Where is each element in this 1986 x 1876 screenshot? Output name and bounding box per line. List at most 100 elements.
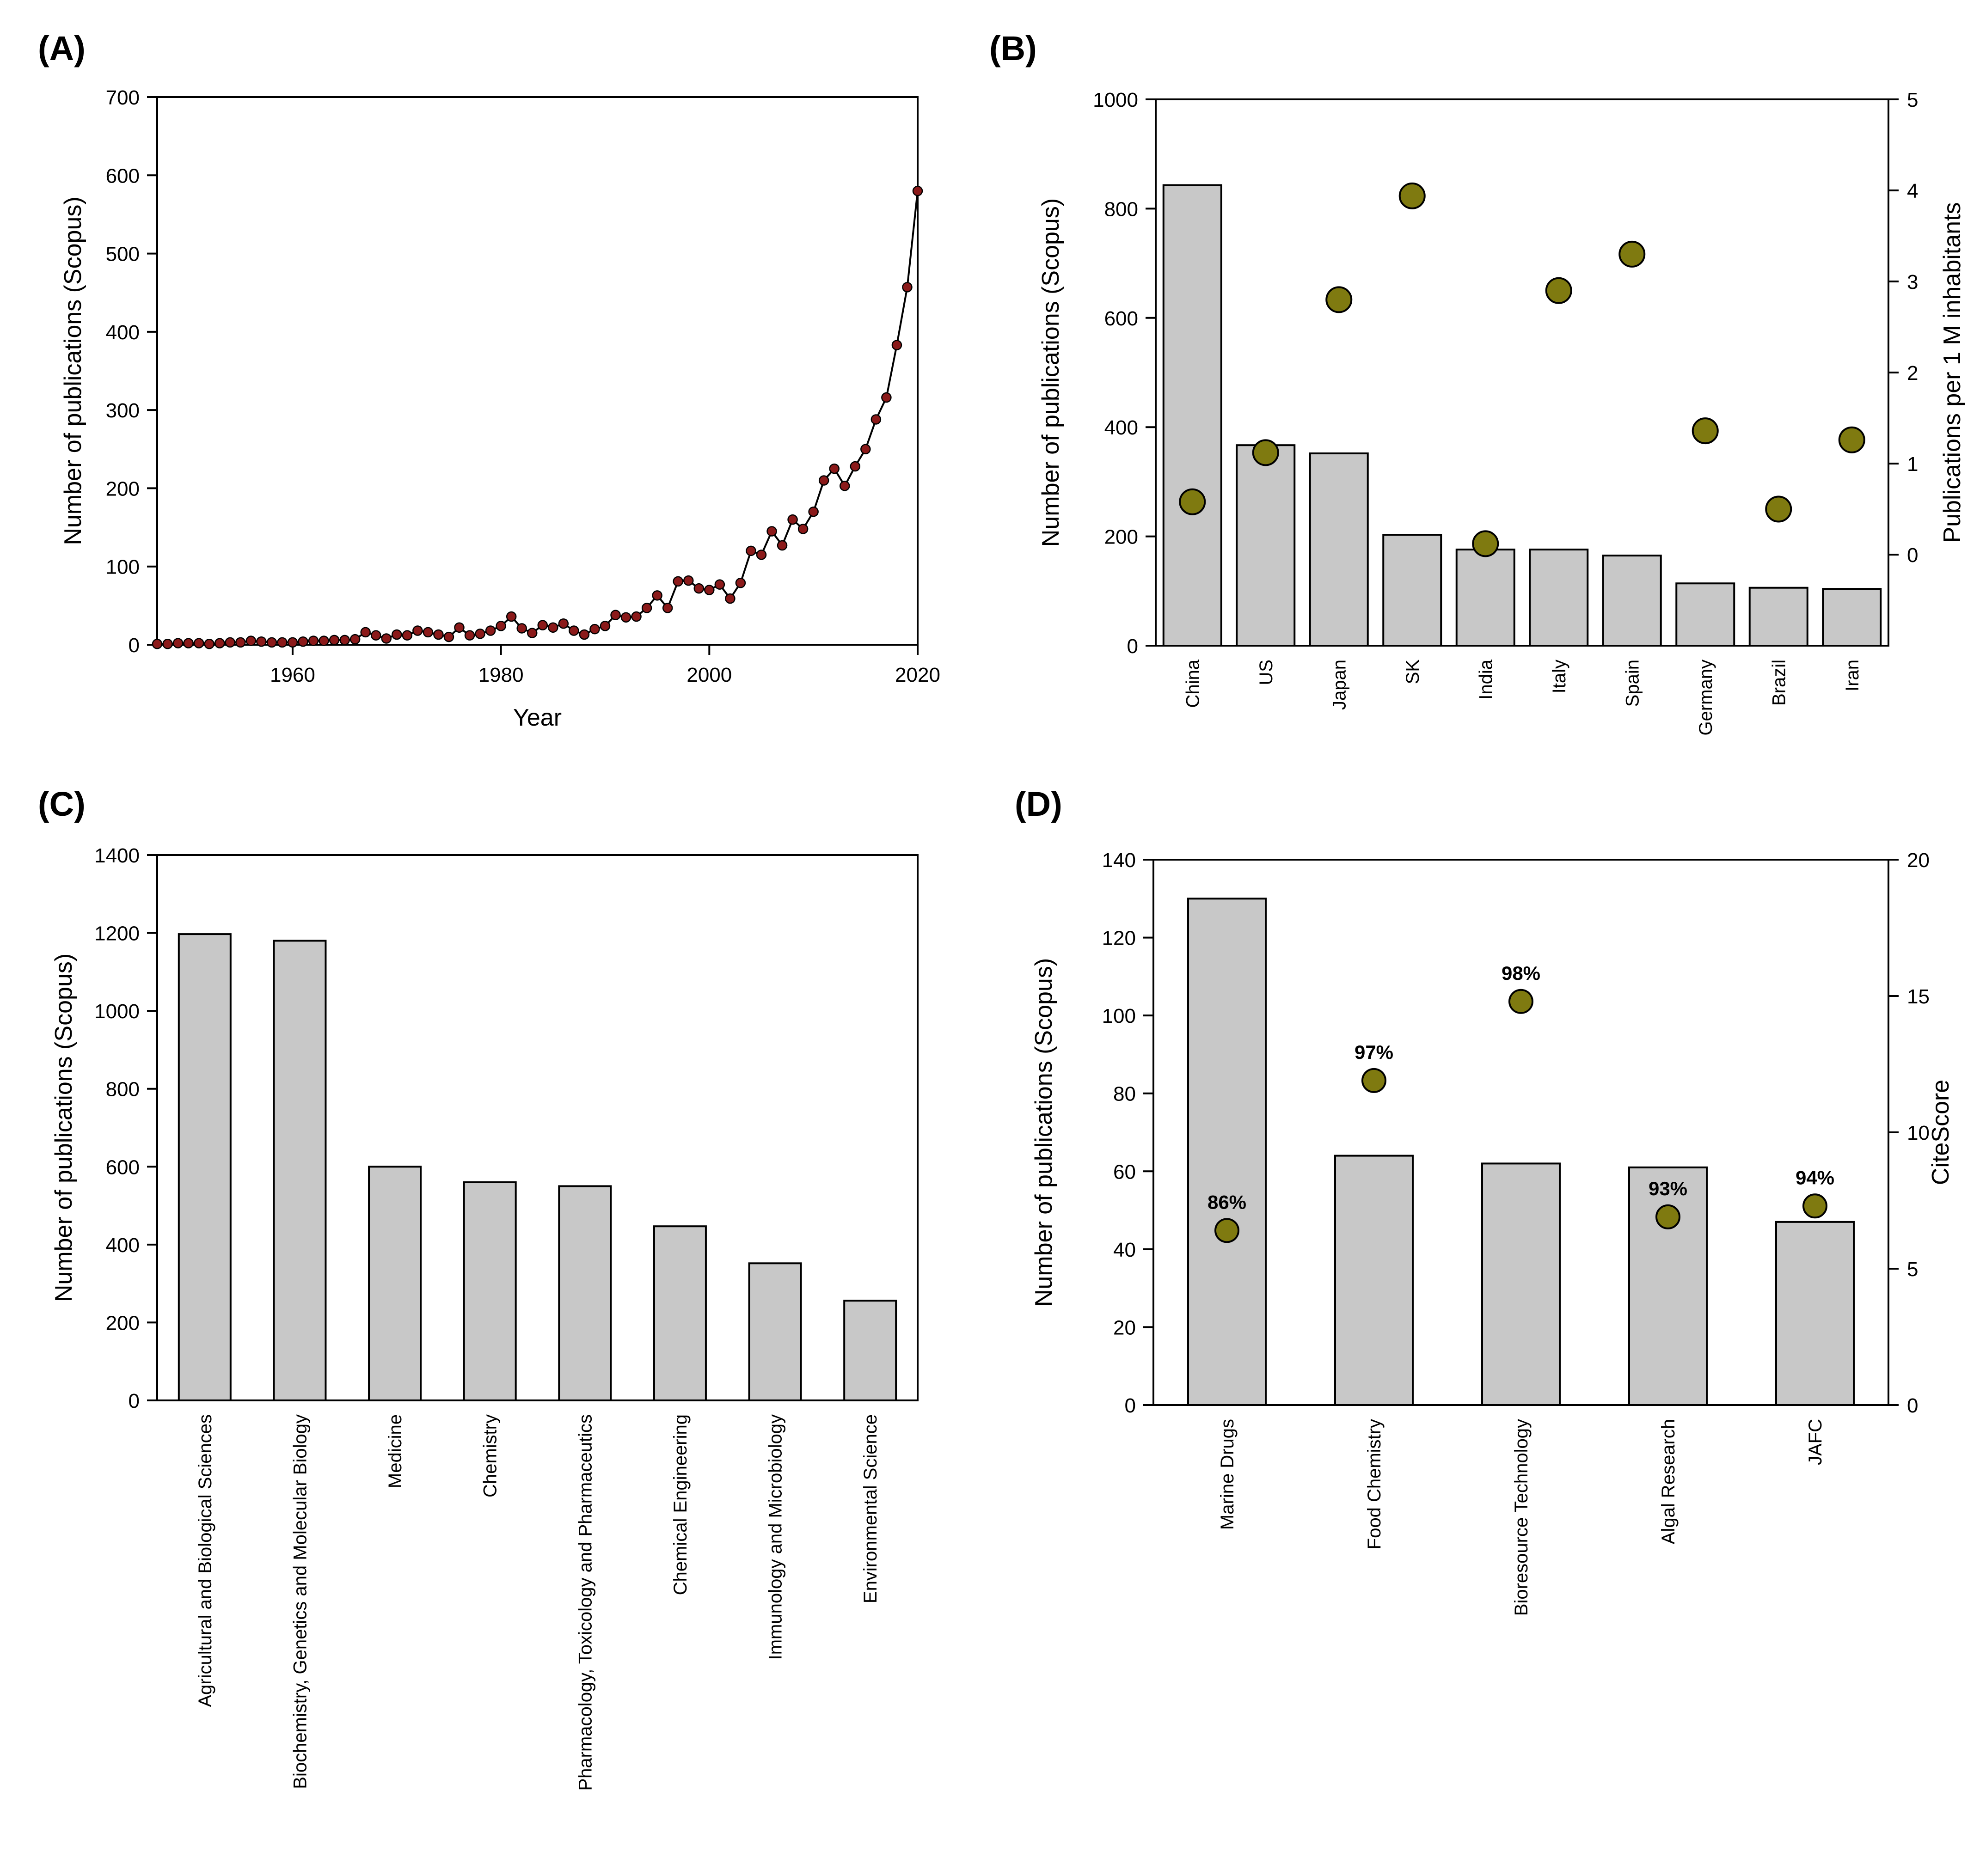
panel-a-point-1963 (319, 636, 329, 646)
panel-a-point-1984 (537, 620, 548, 630)
panel-c-category-label-pharmacology-toxicology-and-pharmaceutics: Pharmacology, Toxicology and Pharmaceuti… (575, 1414, 595, 1791)
panel-b-dot-china (1179, 488, 1206, 515)
panel-a-point-2000 (704, 585, 715, 595)
panel-a-point-1953 (214, 638, 225, 648)
panel-a-point-2014 (850, 461, 861, 472)
panel-b-ytick-right-label: 5 (1907, 89, 1918, 111)
panel-b-y-right-axis-title: Publications per 1 M inhabitants (1939, 202, 1966, 543)
panel-b-category-label-us: US (1256, 660, 1276, 685)
panel-a-point-1976 (454, 622, 465, 633)
panel-a-point-1992 (620, 612, 631, 623)
panel-a-label: (A) (38, 29, 86, 67)
panel-b-country-chart: (B) 0 200 400 600 800 1000 0 1 2 3 4 5 China US Japan SK… (989, 29, 1966, 736)
panel-c-label: (C) (38, 785, 86, 823)
panel-c-plot-frame (156, 854, 919, 1401)
panel-c-bar-chemistry (463, 1181, 517, 1401)
panel-a-point-1962 (308, 636, 319, 646)
panel-b-label: (B) (989, 29, 1037, 67)
panel-b-bar-germany (1675, 582, 1735, 647)
panel-a-ytick-label: 400 (106, 321, 140, 344)
panel-b-ytick-label: 600 (1104, 307, 1138, 330)
panel-c-bar-agricultural-and-biological-sciences (178, 933, 232, 1401)
panel-d-category-label-food-chemistry: Food Chemistry (1364, 1419, 1385, 1549)
panel-a-point-1968 (370, 630, 381, 641)
panel-b-category-label-japan: Japan (1329, 660, 1349, 710)
panel-c-ytick-label: 0 (129, 1390, 140, 1412)
panel-d-dot-algal-research (1655, 1204, 1680, 1229)
panel-c-subject-chart: (C) 0 200 400 600 800 1000 1200 1400 Number of pu… (38, 785, 919, 1791)
panel-b-ytick-right-label: 3 (1907, 271, 1918, 293)
panel-a-point-2013 (840, 481, 850, 491)
panel-a-point-1972 (412, 625, 423, 636)
panel-a-point-1977 (464, 630, 475, 641)
panel-b-category-label-spain: Spain (1622, 660, 1643, 707)
panel-d-journal-chart: (D) 0 20 40 60 80 100 120 140 0 5 10 15 20 86% 97% 98% 93… (1015, 785, 1954, 1616)
panel-b-ytick-right-label: 1 (1907, 453, 1918, 476)
panel-b-dot-brazil (1765, 495, 1792, 523)
panel-d-ytick-label: 40 (1113, 1239, 1136, 1261)
panel-a-plot-frame (156, 96, 919, 646)
panel-b-bar-us (1236, 444, 1296, 647)
panel-a-point-2017 (881, 392, 892, 403)
panel-d-ytick-label: 20 (1113, 1316, 1136, 1339)
panel-a-point-1949 (172, 638, 184, 648)
panel-d-ytick-right-label: 5 (1907, 1258, 1918, 1281)
panel-b-category-label-india: India (1476, 659, 1496, 699)
panel-b-category-label-italy: Italy (1549, 660, 1569, 693)
panel-a-point-1956 (245, 636, 257, 646)
panel-a-point-1987 (569, 625, 579, 636)
panel-a-point-2009 (797, 524, 809, 534)
panel-d-bar-bioresource-technology (1481, 1162, 1561, 1406)
panel-b-dot-japan (1325, 286, 1353, 313)
panel-a-point-1990 (600, 621, 611, 631)
panel-c-category-label-chemical-engineering: Chemical Engineering (670, 1414, 691, 1595)
panel-b-dot-spain (1618, 240, 1646, 268)
panel-b-bar-sk (1382, 534, 1442, 647)
panel-d-label: (D) (1015, 785, 1062, 823)
panel-d-category-label-marine-drugs: Marine Drugs (1217, 1419, 1238, 1530)
panel-c-category-label-biochemistry-genetics-and-molecular-biology: Biochemistry, Genetics and Molecular Bio… (290, 1414, 310, 1789)
panel-a-point-1991 (610, 610, 621, 620)
panel-c-ytick-label: 400 (106, 1234, 140, 1257)
panel-d-category-label-bioresource-technology: Bioresource Technology (1511, 1419, 1532, 1616)
panel-a-point-1983 (527, 628, 538, 638)
panel-a-point-1994 (641, 603, 652, 613)
panel-a-ytick-label: 100 (106, 556, 140, 579)
panel-a-point-1957 (256, 636, 267, 647)
panel-c-category-label-medicine: Medicine (385, 1414, 405, 1488)
panel-d-ytick-right-label: 20 (1907, 849, 1930, 872)
panel-d-y-axis-title: Number of publications (Scopus) (1030, 958, 1057, 1307)
panel-b-ytick-right-label: 4 (1907, 180, 1918, 202)
panel-c-category-label-environmental-science: Environmental Science (860, 1414, 881, 1603)
panel-a-ytick-label: 500 (106, 243, 140, 266)
panel-a-point-2004 (746, 545, 756, 556)
panel-d-ytick-label: 0 (1125, 1394, 1136, 1417)
panel-a-point-2010 (808, 506, 819, 517)
panel-b-ytick-label: 800 (1104, 198, 1138, 220)
panel-a-point-1964 (329, 635, 340, 646)
panel-a-point-1948 (162, 639, 173, 649)
panel-c-ytick-label: 1000 (94, 1000, 140, 1023)
panel-a-point-1961 (298, 636, 308, 647)
panel-a-point-1970 (392, 629, 402, 640)
panel-b-dot-sk (1398, 182, 1426, 209)
panel-b-dot-india (1472, 530, 1499, 557)
panel-a-point-1974 (433, 629, 444, 640)
panel-b-ytick-label: 0 (1127, 635, 1138, 658)
panel-a-y-axis-title: Number of publications (Scopus) (60, 196, 86, 545)
panel-a-point-1980 (496, 621, 506, 631)
panel-d-ytick-label: 80 (1113, 1083, 1136, 1106)
panel-b-y-axis-title: Number of publications (Scopus) (1037, 198, 1064, 547)
panel-b-bar-brazil (1748, 587, 1808, 647)
panel-b-category-label-china: China (1183, 659, 1203, 708)
panel-a-point-1979 (485, 625, 496, 636)
panel-a-point-1952 (204, 639, 215, 649)
panel-b-ytick-right-label: 0 (1907, 544, 1918, 567)
panel-d-ytick-right-label: 0 (1907, 1394, 1918, 1417)
panel-a-ytick-label: 200 (106, 477, 140, 500)
panel-b-dot-iran (1838, 426, 1865, 453)
panel-a-line-chart: (A) 0 100 200 300 400 500 600 700 1960 1980 2000 202… (38, 29, 940, 731)
panel-b-bar-japan (1309, 452, 1369, 647)
panel-d-pct-label-marine-drugs: 86% (1208, 1191, 1246, 1213)
